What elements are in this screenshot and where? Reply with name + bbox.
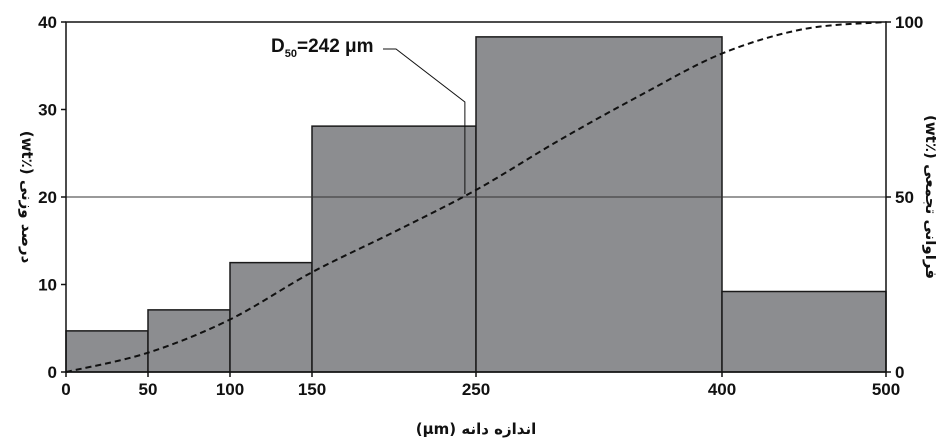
d50-annotation-subscript: 50: [285, 48, 297, 60]
y-axis-ticks: 0 10 20 30 40: [38, 13, 66, 382]
cumulative-curve: [65, 21, 887, 373]
bar-50-100: [147, 309, 231, 373]
y2-axis-ticks: 0 50 100: [886, 13, 923, 382]
bar-150-250: [311, 125, 477, 373]
x-axis-title: اندازه دانه (μm): [416, 420, 536, 438]
x-tick-label: 150: [298, 380, 326, 399]
x-tick-label: 100: [216, 380, 244, 399]
y2-tick-label: 100: [895, 13, 923, 32]
y-tick-label: 0: [48, 363, 57, 382]
d50-annotation-suffix: =242 μm: [297, 36, 374, 57]
y-tick-label: 20: [38, 188, 57, 207]
d50-annotation-prefix: D: [271, 36, 285, 57]
d50-annotation: D50=242 μm: [271, 36, 374, 60]
y2-tick-label: 50: [895, 188, 914, 207]
y-axis-title: درصد وزنی (٪wt): [18, 131, 36, 264]
d50-leader-line: [383, 48, 466, 194]
y-tick-label: 30: [38, 101, 57, 120]
bar-400-500: [721, 290, 887, 373]
x-tick-label: 50: [139, 380, 158, 399]
x-tick-label: 0: [61, 380, 70, 399]
bar-250-400: [475, 36, 723, 373]
y2-axis-title: فراوانی تجمعی (٪wt): [922, 115, 936, 279]
x-tick-label: 500: [872, 380, 900, 399]
x-axis-ticks: 0 50 100 150 250 400 500: [61, 372, 900, 399]
bar-0-50: [65, 330, 149, 373]
y2-tick-label: 0: [895, 363, 904, 382]
y-tick-label: 10: [38, 276, 57, 295]
y-tick-label: 40: [38, 13, 57, 32]
x-tick-label: 250: [462, 380, 490, 399]
x-tick-label: 400: [708, 380, 736, 399]
histogram-bars: [65, 36, 887, 373]
